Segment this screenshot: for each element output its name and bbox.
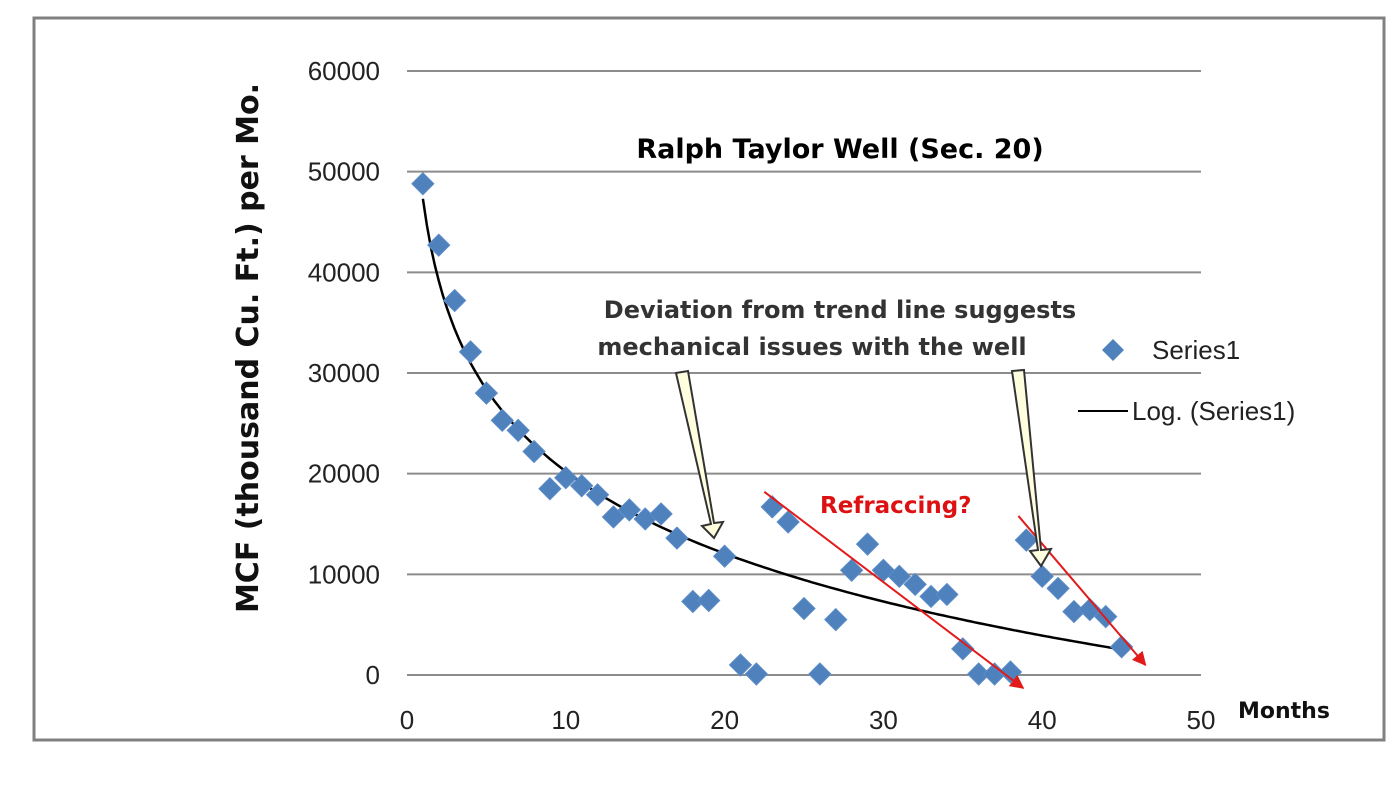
data-point [506, 418, 530, 443]
data-point [839, 558, 864, 583]
data-point [1030, 564, 1054, 589]
data-point [665, 526, 689, 550]
y-tick-label: 50000 [308, 157, 380, 187]
data-point [728, 653, 753, 677]
chart-frame [32, 16, 1386, 742]
data-point [712, 544, 737, 568]
data-point [1046, 576, 1070, 601]
y-tick-label: 60000 [308, 56, 380, 86]
y-tick-label: 0 [366, 660, 380, 690]
x-tick-label: 20 [710, 705, 739, 735]
data-point [617, 498, 642, 522]
legend-trend-label: Log. (Series1) [1132, 396, 1295, 426]
data-point [887, 564, 911, 589]
refrac-arrow-1 [763, 490, 1025, 689]
x-tick-label: 10 [551, 705, 580, 735]
y-tick-label: 20000 [308, 459, 380, 489]
y-tick-label: 40000 [308, 257, 380, 287]
annotation-refraccing: Refraccing? [820, 493, 972, 519]
x-tick-label: 50 [1187, 705, 1216, 735]
y-axis-label: MCF (thousand Cu. Ft.) per Mo. [231, 83, 266, 613]
data-point [855, 532, 880, 556]
data-point [490, 408, 514, 433]
y-tick-labels: 0 10000 20000 30000 40000 50000 60000 [308, 56, 380, 690]
data-point [1078, 597, 1102, 622]
data-point [935, 582, 959, 607]
data-point [554, 465, 578, 490]
data-point [1109, 635, 1134, 659]
chart-title: Ralph Taylor Well (Sec. 20) [636, 134, 1043, 165]
callout-arrow-left [674, 369, 725, 540]
data-point [1014, 528, 1039, 552]
x-tick-label: 30 [869, 705, 898, 735]
series1-points [411, 172, 1134, 686]
annotation-deviation-line2: mechanical issues with the well [597, 333, 1026, 361]
legend: Series1 Log. (Series1) [1078, 335, 1295, 426]
data-point [458, 340, 483, 364]
data-point [442, 288, 467, 313]
data-point [697, 588, 721, 613]
data-point [951, 637, 975, 661]
data-point [966, 662, 991, 686]
data-point [569, 474, 594, 498]
data-point [824, 607, 848, 632]
data-point [522, 439, 546, 464]
data-point [903, 572, 927, 597]
data-point [649, 502, 673, 526]
data-point [585, 483, 610, 507]
y-tick-label: 30000 [308, 358, 380, 388]
data-point [792, 596, 816, 621]
legend-series1-label: Series1 [1152, 335, 1240, 365]
x-tick-labels: 0 10 20 30 40 50 [400, 705, 1216, 735]
data-point [744, 662, 769, 686]
data-point [601, 505, 626, 529]
data-point [411, 172, 435, 196]
y-tick-label: 10000 [308, 559, 380, 589]
x-axis-label: Months [1238, 699, 1330, 724]
data-point [808, 662, 832, 686]
data-point [776, 510, 800, 534]
callout-arrow-right [1010, 368, 1053, 568]
data-point [474, 381, 499, 405]
legend-series1-marker [1102, 339, 1124, 361]
data-point [427, 233, 451, 257]
data-point [538, 477, 562, 501]
x-tick-label: 40 [1028, 705, 1057, 735]
x-tick-label: 0 [400, 705, 414, 735]
callout-arrows [674, 368, 1053, 568]
annotation-deviation-line1: Deviation from trend line suggests [604, 296, 1076, 324]
